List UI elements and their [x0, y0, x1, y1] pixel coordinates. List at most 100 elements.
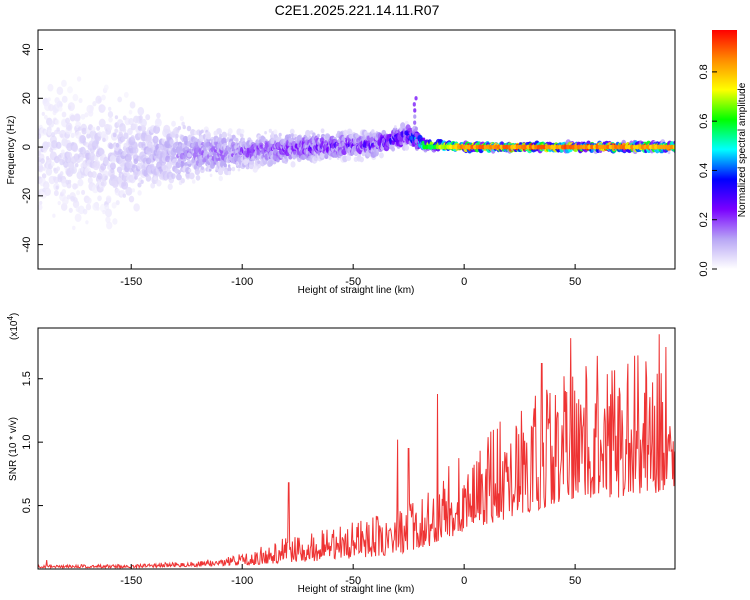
snr-marks: [37, 334, 676, 570]
spectrogram-peak-cell: [646, 144, 650, 150]
spectrogram-cell: [52, 213, 56, 218]
spectrogram-cell: [205, 141, 210, 148]
spectrogram-cell: [227, 128, 233, 135]
spectrogram-cells: [38, 76, 675, 231]
spectrogram-cell: [121, 180, 129, 190]
spectrogram-cell: [253, 165, 256, 169]
spectrogram-panel: -150 -100 -50 0 50 -40 -20 0 20 40 Height of str…: [6, 29, 676, 296]
spectrogram-cell: [65, 117, 71, 124]
spectrogram-peak-cell: [478, 144, 482, 150]
spectrogram-cell: [42, 166, 46, 171]
spectrogram-cell: [106, 221, 113, 230]
spectrogram-cell: [79, 156, 84, 162]
spectrogram-cell: [292, 150, 297, 155]
spectrogram-cell: [129, 101, 136, 109]
spectrogram-peak-cell: [446, 144, 450, 150]
snr-multiplier: (x104): [6, 313, 20, 340]
spectrogram-cell: [92, 100, 97, 107]
snr-y-tick-label: 0.5: [21, 498, 33, 513]
spectrogram-peak-cell: [502, 144, 506, 150]
snr-x-axis-label: Height of straight line (km): [298, 584, 415, 595]
spectrogram-x-axis-label: Height of straight line (km): [298, 285, 415, 296]
spectrogram-cell: [227, 166, 232, 172]
spectrogram-cell: [82, 137, 86, 142]
spectrogram-y-tick-label: 0: [21, 144, 33, 150]
spectrogram-cell: [176, 130, 179, 134]
spectrogram-cell: [70, 166, 77, 175]
spectrogram-cell: [103, 84, 109, 91]
spectrogram-peak-cell: [542, 144, 546, 150]
snr-x-ticks: -150 -100 -50 0 50: [120, 564, 581, 587]
spectrogram-cell: [167, 183, 173, 190]
spectrogram-cell: [114, 115, 119, 120]
spectrogram-cell: [96, 125, 101, 131]
spectrogram-peak-cell: [427, 144, 432, 150]
spectrogram-cell: [209, 173, 213, 178]
spectrogram-cell: [294, 133, 297, 138]
spectrogram-cell: [128, 174, 136, 184]
spectrogram-cell: [123, 132, 129, 140]
spectrogram-cell: [195, 175, 201, 181]
spectrogram-cell: [97, 195, 102, 202]
spectrogram-y-tick-label: 40: [21, 43, 33, 55]
colorbar: 0.0 0.2 0.4 0.6 0.8 Normalized spectral ampl…: [698, 30, 748, 277]
spectrogram-peak-cell: [582, 144, 586, 150]
spectrogram-cell: [187, 159, 191, 165]
spectrogram-peak-cell: [433, 144, 437, 150]
spectrogram-peak-cell: [568, 144, 573, 150]
spectrogram-cell: [182, 124, 186, 130]
spectrogram-cell: [347, 131, 351, 135]
snr-x-tick-label: -50: [345, 575, 361, 587]
spectrogram-peak-cell: [451, 144, 456, 150]
spectrogram-cell: [81, 127, 87, 135]
spectrogram-peak-cell: [454, 144, 458, 150]
spectrogram-peak-cell: [457, 144, 461, 150]
spectrogram-peak-cell: [571, 144, 576, 150]
snr-multiplier-close: ): [9, 313, 20, 316]
spectrogram-spike-cell: [414, 96, 418, 101]
spectrogram-cell: [288, 134, 292, 139]
spectrogram-peak-cell: [494, 144, 498, 150]
spectrogram-cell: [111, 202, 117, 209]
spectrogram-cell: [98, 118, 106, 128]
spectrogram-cell: [45, 167, 53, 176]
spectrogram-cell: [57, 200, 61, 206]
colorbar-tick-label: 0.2: [698, 212, 710, 227]
spectrogram-peak-cell: [473, 144, 477, 150]
spectrogram-cell: [86, 197, 92, 205]
spectrogram-cell: [218, 175, 223, 182]
spectrogram-peak-cell: [555, 144, 560, 150]
spectrogram-spike-cell: [412, 102, 416, 107]
spectrogram-cell: [243, 158, 249, 166]
spectrogram-cell: [180, 177, 185, 184]
spectrogram-cell: [92, 161, 100, 171]
spectrogram-peak-cell: [608, 144, 613, 150]
spectrogram-peak-cell: [662, 144, 666, 150]
spectrogram-cell: [290, 133, 294, 137]
spectrogram-cell: [105, 216, 111, 224]
spectrogram-peak-cell: [648, 144, 653, 150]
spectrogram-cell: [346, 154, 352, 162]
spectrogram-y-ticks: -40 -20 0 20 40: [21, 43, 43, 253]
spectrogram-cell: [117, 96, 123, 103]
spectrogram-peak-cell: [664, 144, 669, 150]
spectrogram-peak-cell: [552, 144, 557, 150]
spectrogram-cell: [106, 124, 113, 132]
spectrogram-cell: [359, 156, 364, 163]
spectrogram-y-tick-label: -20: [21, 188, 33, 204]
spectrogram-peak-cell: [574, 144, 578, 150]
spectrogram-cell: [171, 120, 176, 127]
spectrogram-cell: [242, 137, 245, 142]
spectrogram-cell: [47, 83, 54, 92]
spectrogram-cell: [46, 141, 51, 148]
spectrogram-cell: [320, 128, 325, 134]
spectrogram-spike-cell: [413, 114, 417, 119]
spectrogram-peak-cell: [425, 144, 429, 150]
spectrogram-cell: [60, 202, 68, 211]
spectrogram-cell: [184, 140, 188, 145]
spectrogram-cell: [125, 160, 133, 169]
spectrogram-peak-cell: [643, 144, 648, 150]
spectrogram-y-tick-label: -40: [21, 237, 33, 253]
snr-y-tick-label: 1.0: [21, 435, 33, 450]
spectrogram-cell: [237, 168, 241, 172]
